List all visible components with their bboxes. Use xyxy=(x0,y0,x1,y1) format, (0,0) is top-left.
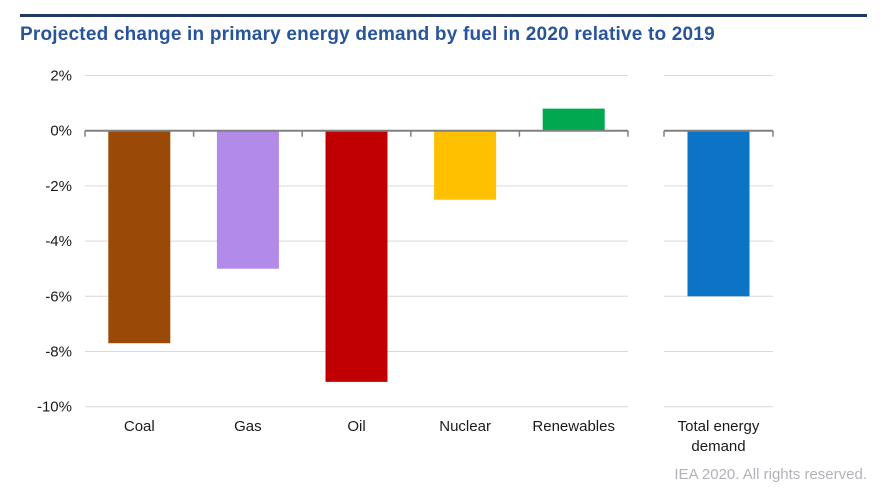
copyright-text: IEA 2020. All rights reserved. xyxy=(674,466,867,483)
y-axis-label: -6% xyxy=(45,288,72,305)
x-axis-label: Nuclear xyxy=(439,418,491,435)
bar-nuclear xyxy=(434,130,497,200)
header-rule xyxy=(20,14,867,17)
x-axis-label: Total energy xyxy=(678,418,760,435)
y-axis-label: -10% xyxy=(37,399,72,416)
y-axis-label: -2% xyxy=(45,178,72,195)
x-axis-label: Gas xyxy=(234,418,262,435)
x-axis-label: demand xyxy=(691,438,745,455)
x-axis-label: Coal xyxy=(124,418,155,435)
x-axis-label: Oil xyxy=(347,418,365,435)
y-axis-label: -4% xyxy=(45,233,72,250)
bar-renewables xyxy=(542,108,605,131)
y-axis-label: -8% xyxy=(45,344,72,361)
bar-coal xyxy=(108,130,171,344)
y-axis-label: 2% xyxy=(50,68,72,85)
x-axis-label: Renewables xyxy=(532,418,615,435)
y-axis-label: 0% xyxy=(50,123,72,140)
bar-chart: 2% 0% -2% -4% -6% -8% -10% Coal Gas Oil Nuclear Ren… xyxy=(37,68,774,455)
chart-title: Projected change in primary energy deman… xyxy=(20,24,715,45)
bar-total-energy-demand xyxy=(687,130,750,297)
bar-gas xyxy=(216,130,279,269)
bar-oil xyxy=(325,130,388,382)
